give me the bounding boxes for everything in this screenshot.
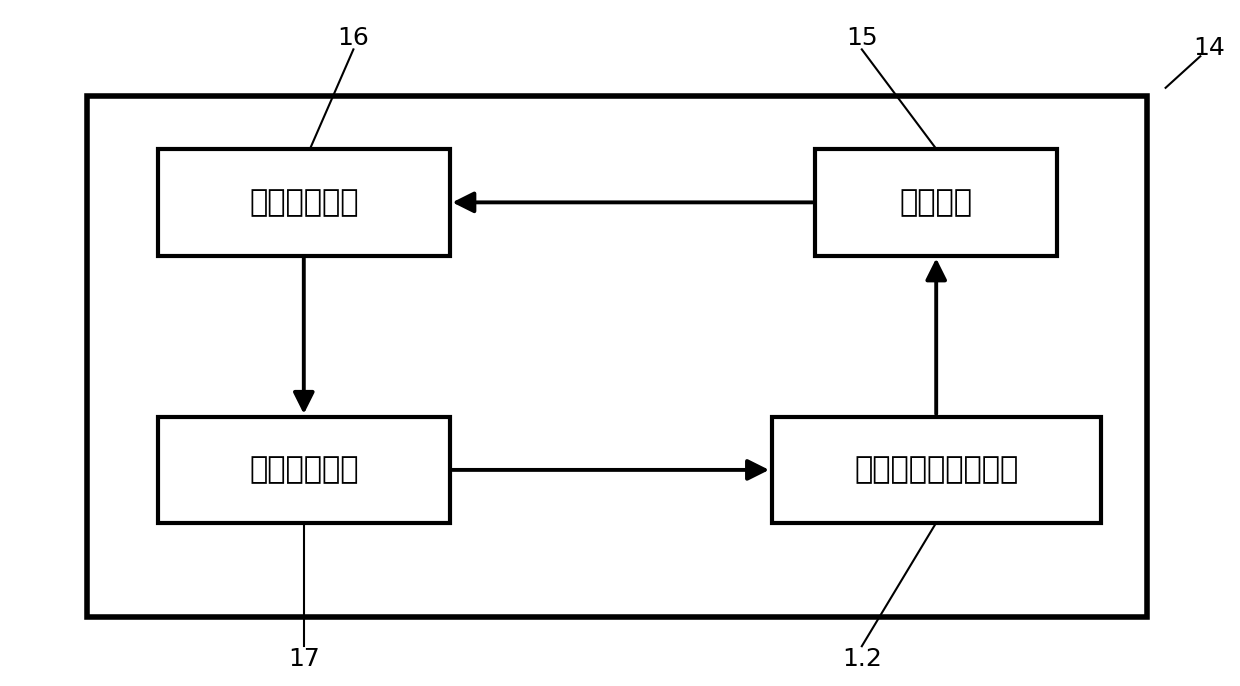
Text: 14: 14: [1193, 36, 1225, 60]
Text: 调节控制模块: 调节控制模块: [249, 456, 358, 484]
Text: 分析判断模块: 分析判断模块: [249, 188, 358, 217]
Text: 检测模块: 检测模块: [900, 188, 972, 217]
Bar: [87, 96, 1147, 617]
Text: 17: 17: [288, 647, 320, 670]
Bar: [159, 417, 449, 523]
Bar: [771, 417, 1101, 523]
Text: 1.2: 1.2: [842, 647, 882, 670]
Text: 15: 15: [846, 26, 878, 49]
Text: 16: 16: [337, 26, 370, 49]
Bar: [159, 150, 449, 256]
Bar: [816, 150, 1056, 256]
Text: 燃烧室及烟气探测器: 燃烧室及烟气探测器: [854, 456, 1018, 484]
